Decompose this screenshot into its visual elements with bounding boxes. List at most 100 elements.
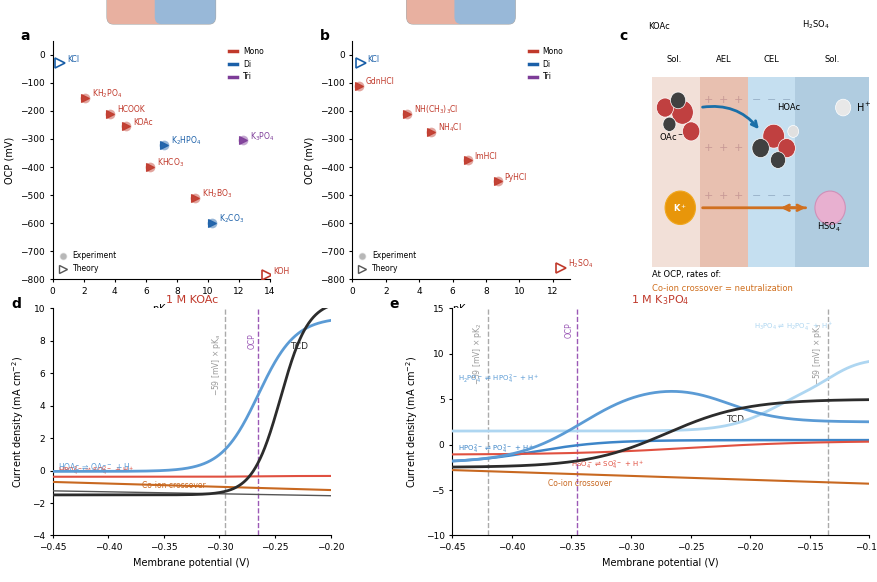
Text: Co-ion crossover: Co-ion crossover [141,481,205,489]
Circle shape [656,98,673,117]
Text: KCl: KCl [68,55,80,64]
Text: HCOOK: HCOOK [117,105,145,114]
Text: KH$_2$PO$_4$: KH$_2$PO$_4$ [92,88,122,101]
FancyBboxPatch shape [406,0,467,24]
Text: KOAc: KOAc [133,118,153,127]
Text: KCl: KCl [367,55,380,64]
Y-axis label: OCP (mV): OCP (mV) [4,136,15,184]
Text: K$_2$HPO$_4$: K$_2$HPO$_4$ [171,134,202,147]
Text: −: − [469,0,481,2]
Text: −: − [781,191,790,201]
Text: e: e [389,297,399,311]
Text: +: + [733,95,743,105]
Text: −: − [781,143,790,153]
Text: −: − [751,143,760,153]
Text: HOAc ⇌ OAc$^-$ + H: HOAc ⇌ OAc$^-$ + H [58,462,131,471]
Text: Co-ion crossover: Co-ion crossover [547,478,610,488]
Text: −: − [766,191,775,201]
FancyBboxPatch shape [406,0,515,24]
Text: H$_2$SO$_4$: H$_2$SO$_4$ [802,19,829,31]
Text: +: + [703,95,712,105]
Text: HSO$_4^-$ ⇌ SO$_4^{2-}$ + H$^+$: HSO$_4^-$ ⇌ SO$_4^{2-}$ + H$^+$ [571,459,644,472]
Text: GdnHCl: GdnHCl [366,77,395,86]
Circle shape [662,117,675,132]
Text: HOAc: HOAc [776,103,800,112]
Text: AEL: AEL [715,55,731,65]
Text: d: d [11,297,21,311]
Text: −: − [781,95,790,105]
Text: +: + [703,143,712,153]
Text: −59 [mV] × pK$_a$: −59 [mV] × pK$_a$ [210,333,223,396]
Circle shape [751,139,768,158]
Text: PyHCl: PyHCl [504,173,526,182]
Text: +: + [718,143,728,153]
Text: 1 M $K_i$A: 1 M $K_i$A [71,0,109,2]
Text: CEL: CEL [763,55,779,65]
Circle shape [670,92,685,109]
Text: NH$_4$Cl: NH$_4$Cl [438,122,461,134]
Text: a: a [20,29,30,43]
Title: 1 M K$_3$PO$_4$: 1 M K$_3$PO$_4$ [631,293,689,307]
Text: Sol.: Sol. [824,55,839,65]
Text: ImHCl: ImHCl [474,152,497,161]
Text: KOAc: KOAc [647,22,668,31]
Text: Co-ion crossover = neutralization: Co-ion crossover = neutralization [652,284,792,293]
Text: Sol.: Sol. [666,55,681,65]
X-axis label: Membrane potential (V): Membrane potential (V) [133,558,250,567]
Text: TCD: TCD [290,342,308,351]
Bar [652,77,868,268]
Text: −: − [751,191,760,201]
Bar [699,77,746,268]
Text: −: − [169,0,182,2]
Bar [746,77,795,268]
Circle shape [671,101,693,125]
FancyBboxPatch shape [107,0,216,24]
Circle shape [835,99,850,116]
Text: −59 [mV] × pK$_3$: −59 [mV] × pK$_3$ [810,322,823,385]
Circle shape [664,191,695,225]
Title: 1 M KOAc: 1 M KOAc [166,295,217,305]
FancyBboxPatch shape [454,0,515,24]
Text: NH(CH$_3$)$_3$Cl: NH(CH$_3$)$_3$Cl [414,104,459,116]
Text: 1 M H$_2$SO$_4$: 1 M H$_2$SO$_4$ [213,0,266,2]
Text: At OCP, rates of:: At OCP, rates of: [652,270,720,279]
Text: +: + [141,0,152,2]
Y-axis label: OCP (mV): OCP (mV) [304,136,314,184]
Text: KHCO$_3$: KHCO$_3$ [157,157,184,169]
Text: +: + [441,0,452,2]
Circle shape [814,191,845,225]
Legend: Mono, Di, Tri: Mono, Di, Tri [526,45,565,84]
FancyBboxPatch shape [107,0,168,24]
Text: +: + [733,191,743,201]
Text: H$^+$: H$^+$ [855,101,871,114]
Legend: Mono, Di, Tri: Mono, Di, Tri [226,45,266,84]
Circle shape [762,125,784,148]
Y-axis label: Current density (mA cm$^{-2}$): Current density (mA cm$^{-2}$) [11,356,26,488]
Y-axis label: Current density (mA cm$^{-2}$): Current density (mA cm$^{-2}$) [403,356,419,488]
Text: OCP: OCP [246,333,256,349]
Text: K$^+$: K$^+$ [673,202,687,214]
Bar [795,77,868,268]
Text: H$_3$PO$_4$ ⇌ H$_2$PO$_4^-$ + H$^+$: H$_3$PO$_4$ ⇌ H$_2$PO$_4^-$ + H$^+$ [753,321,832,333]
Text: K$_2$CO$_3$: K$_2$CO$_3$ [219,213,245,225]
Text: +: + [703,191,712,201]
Text: +: + [733,143,743,153]
Circle shape [769,152,785,168]
Bar [652,77,699,268]
X-axis label: Membrane potential (V): Membrane potential (V) [602,558,718,567]
Text: KOH: KOH [274,267,289,276]
FancyBboxPatch shape [154,0,216,24]
Text: H$_2$PO$_4^-$ ⇌ HPO$_4^{2-}$ + H$^+$: H$_2$PO$_4^-$ ⇌ HPO$_4^{2-}$ + H$^+$ [458,372,539,386]
Text: HSO$_4^-$: HSO$_4^-$ [816,220,842,233]
Text: H$_2$SO$_4$: H$_2$SO$_4$ [567,258,593,270]
Text: −: − [766,95,775,105]
Text: −: − [751,95,760,105]
X-axis label: pK$_b$: pK$_b$ [451,301,470,315]
Text: HPO$_4^{2-}$ ⇌ SO$_4^{2-}$ + H$^+$: HPO$_4^{2-}$ ⇌ SO$_4^{2-}$ + H$^+$ [58,464,134,477]
X-axis label: pK$_a$: pK$_a$ [152,301,170,315]
Circle shape [787,126,798,137]
Text: b: b [319,29,329,43]
Circle shape [777,139,795,158]
Text: OAc$^-$: OAc$^-$ [658,131,682,141]
Text: c: c [619,29,627,43]
